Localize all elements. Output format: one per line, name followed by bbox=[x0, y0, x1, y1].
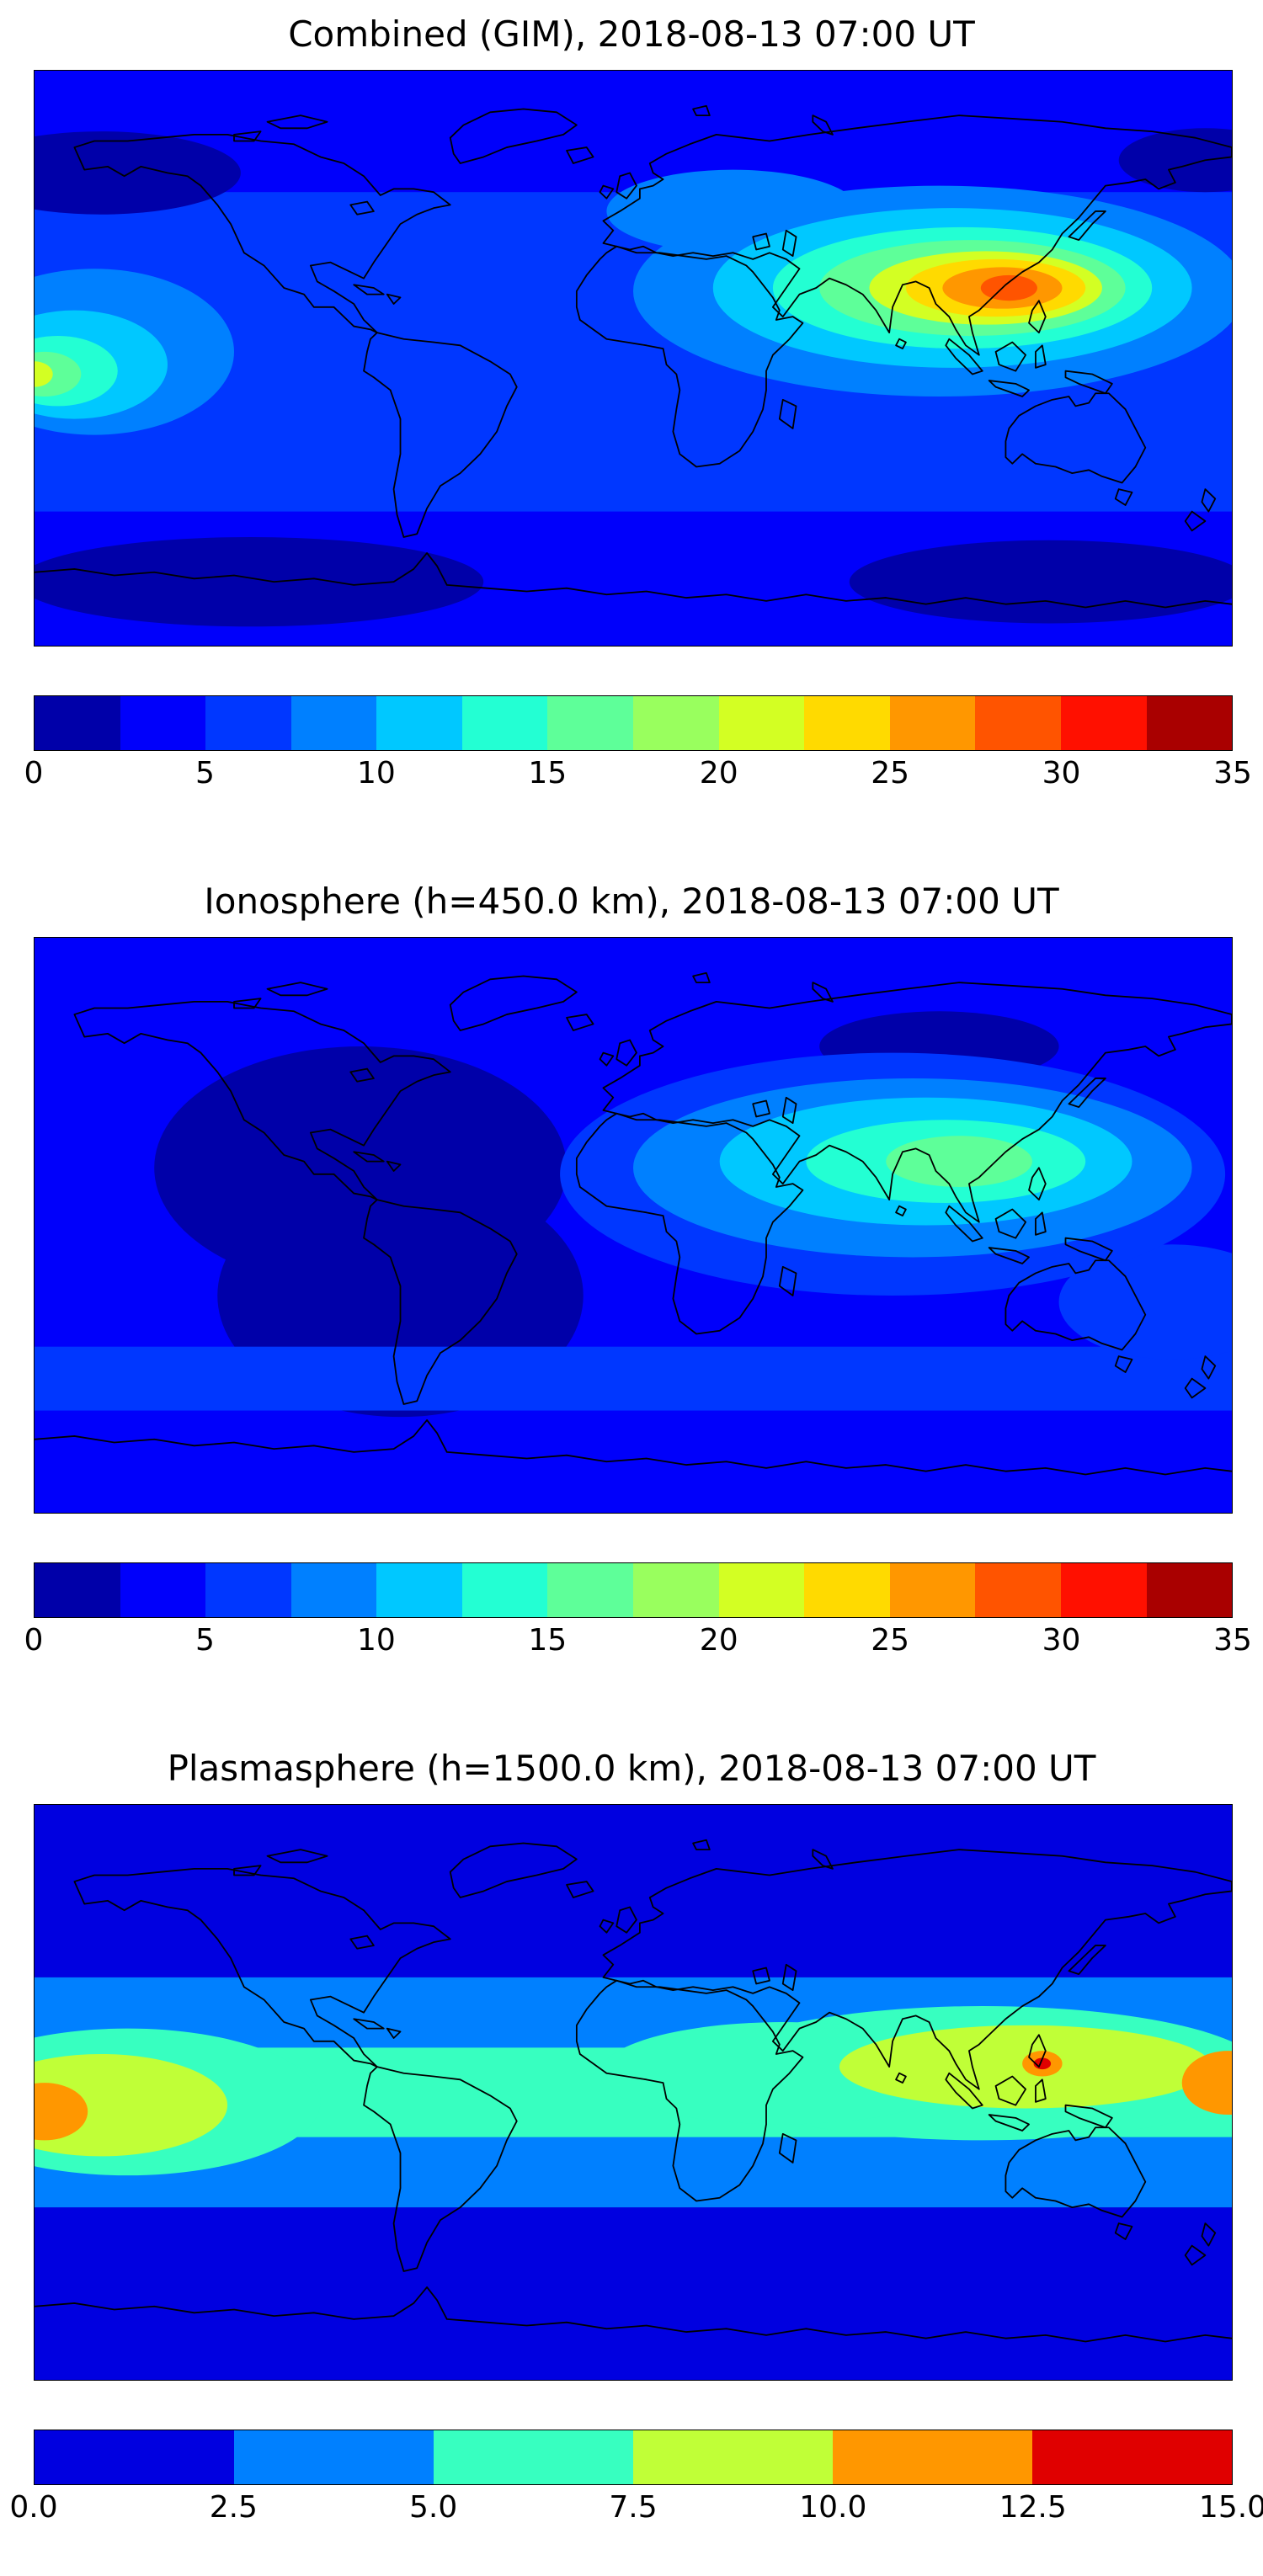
colorbar-segment bbox=[120, 1563, 206, 1617]
panel-title: Plasmasphere (h=1500.0 km), 2018-08-13 0… bbox=[167, 1748, 1096, 1789]
colorbar-segment bbox=[547, 696, 634, 750]
panel-ionosphere: Ionosphere (h=450.0 km), 2018-08-13 07:0… bbox=[0, 867, 1263, 1709]
world-map bbox=[35, 938, 1232, 1513]
colorbar-tick-label: 12.5 bbox=[999, 2490, 1067, 2525]
colorbar-segment bbox=[434, 2430, 633, 2484]
colorbar-segment bbox=[1146, 1563, 1233, 1617]
pacific-blob-green-region bbox=[35, 351, 82, 397]
colorbar-segment bbox=[889, 1563, 976, 1617]
northeast-corner-minimum-region bbox=[1118, 128, 1232, 193]
colorbar-tick-label: 15.0 bbox=[1198, 2490, 1263, 2525]
colorbar-segment bbox=[290, 696, 377, 750]
colorbar-tick-label: 10 bbox=[356, 1623, 396, 1658]
colorbar-tick-label: 0.0 bbox=[9, 2490, 58, 2525]
map-plasmasphere bbox=[34, 1804, 1233, 2381]
colorbar-tick-label: 15 bbox=[528, 756, 568, 790]
colorbar-segment bbox=[35, 2430, 234, 2484]
panel-title: Combined (GIM), 2018-08-13 07:00 UT bbox=[288, 13, 975, 55]
colorbar-segment bbox=[804, 1563, 890, 1617]
colorbar bbox=[34, 1562, 1233, 1618]
colorbar-segment bbox=[205, 1563, 291, 1617]
colorbar-segment bbox=[833, 2430, 1032, 2484]
panel-title: Ionosphere (h=450.0 km), 2018-08-13 07:0… bbox=[204, 881, 1059, 922]
colorbar-ticks: 0 5 10 15 20 25 30 35 bbox=[24, 756, 1252, 796]
colorbar-segment bbox=[1032, 2430, 1232, 2484]
world-map bbox=[35, 1805, 1232, 2380]
southern-midlat-band-region bbox=[35, 1346, 1232, 1411]
pacific-blob-core-region bbox=[35, 361, 53, 387]
asia-maximum-green-region bbox=[886, 1136, 1032, 1187]
colorbar-tick-label: 0 bbox=[24, 756, 44, 790]
colorbar-tick-label: 7.5 bbox=[609, 2490, 658, 2525]
colorbar-tick-label: 30 bbox=[1042, 1623, 1081, 1658]
colorbar-tick-label: 30 bbox=[1042, 756, 1081, 790]
colorbar-tick-label: 2.5 bbox=[209, 2490, 258, 2525]
north-pacific-minimum-region bbox=[35, 131, 241, 215]
colorbar-ticks: 0 5 10 15 20 25 30 35 bbox=[24, 1623, 1252, 1663]
colorbar-segment bbox=[633, 1563, 719, 1617]
colorbar-segment bbox=[1060, 696, 1147, 750]
panel-plasmasphere: Plasmasphere (h=1500.0 km), 2018-08-13 0… bbox=[0, 1734, 1263, 2576]
colorbar-segment bbox=[718, 1563, 805, 1617]
colorbar-segment bbox=[1146, 696, 1233, 750]
colorbar-segment bbox=[1060, 1563, 1147, 1617]
colorbar-tick-label: 20 bbox=[699, 1623, 738, 1658]
colorbar-tick-label: 25 bbox=[871, 1623, 910, 1658]
colorbar-tick-label: 35 bbox=[1213, 1623, 1252, 1658]
east-edge-maximum-core-region bbox=[1181, 2051, 1232, 2116]
colorbar-tick-label: 5 bbox=[195, 756, 215, 790]
colorbar-segment bbox=[376, 1563, 462, 1617]
colorbar-segment bbox=[461, 1563, 548, 1617]
colorbar-tick-label: 25 bbox=[871, 756, 910, 790]
panel-combined: Combined (GIM), 2018-08-13 07:00 UT 0 5 10… bbox=[0, 0, 1263, 842]
colorbar-segment bbox=[290, 1563, 377, 1617]
colorbar-segment bbox=[975, 1563, 1061, 1617]
south-pacific-light-region bbox=[1058, 1244, 1232, 1360]
colorbar-ticks: 0.0 2.5 5.0 7.5 10.0 12.5 15.0 bbox=[9, 2490, 1263, 2531]
world-map bbox=[35, 71, 1232, 646]
colorbar-segment bbox=[547, 1563, 634, 1617]
asia-maximum-core-region bbox=[980, 274, 1037, 301]
colorbar-segment bbox=[718, 696, 805, 750]
colorbar-tick-label: 5.0 bbox=[409, 2490, 458, 2525]
colorbar-tick-label: 10 bbox=[356, 756, 396, 790]
colorbar-segment bbox=[633, 2430, 833, 2484]
colorbar-tick-label: 5 bbox=[195, 1623, 215, 1658]
colorbar-segment bbox=[35, 696, 120, 750]
colorbar-tick-label: 15 bbox=[528, 1623, 568, 1658]
colorbar-segment bbox=[35, 1563, 120, 1617]
colorbar-segment bbox=[120, 696, 206, 750]
map-ionosphere bbox=[34, 937, 1233, 1514]
map-combined bbox=[34, 70, 1233, 647]
colorbar-segment bbox=[889, 696, 976, 750]
colorbar bbox=[34, 2430, 1233, 2485]
pacific-maximum-outer-region bbox=[35, 2053, 228, 2157]
colorbar-segment bbox=[804, 696, 890, 750]
colorbar-segment bbox=[975, 696, 1061, 750]
colorbar-segment bbox=[633, 696, 719, 750]
colorbar-segment bbox=[376, 696, 462, 750]
colorbar-tick-label: 10.0 bbox=[799, 2490, 867, 2525]
south-polar-minimum-east-region bbox=[849, 540, 1232, 624]
pacific-maximum-core-region bbox=[35, 2083, 88, 2141]
south-polar-minimum-west-region bbox=[35, 537, 484, 627]
colorbar-tick-label: 0 bbox=[24, 1623, 44, 1658]
colorbar-segment bbox=[234, 2430, 434, 2484]
colorbar-tick-label: 35 bbox=[1213, 756, 1252, 790]
colorbar-segment bbox=[461, 696, 548, 750]
colorbar bbox=[34, 695, 1233, 751]
contour-regions bbox=[35, 1977, 1232, 2208]
colorbar-segment bbox=[205, 696, 291, 750]
colorbar-tick-label: 20 bbox=[699, 756, 738, 790]
